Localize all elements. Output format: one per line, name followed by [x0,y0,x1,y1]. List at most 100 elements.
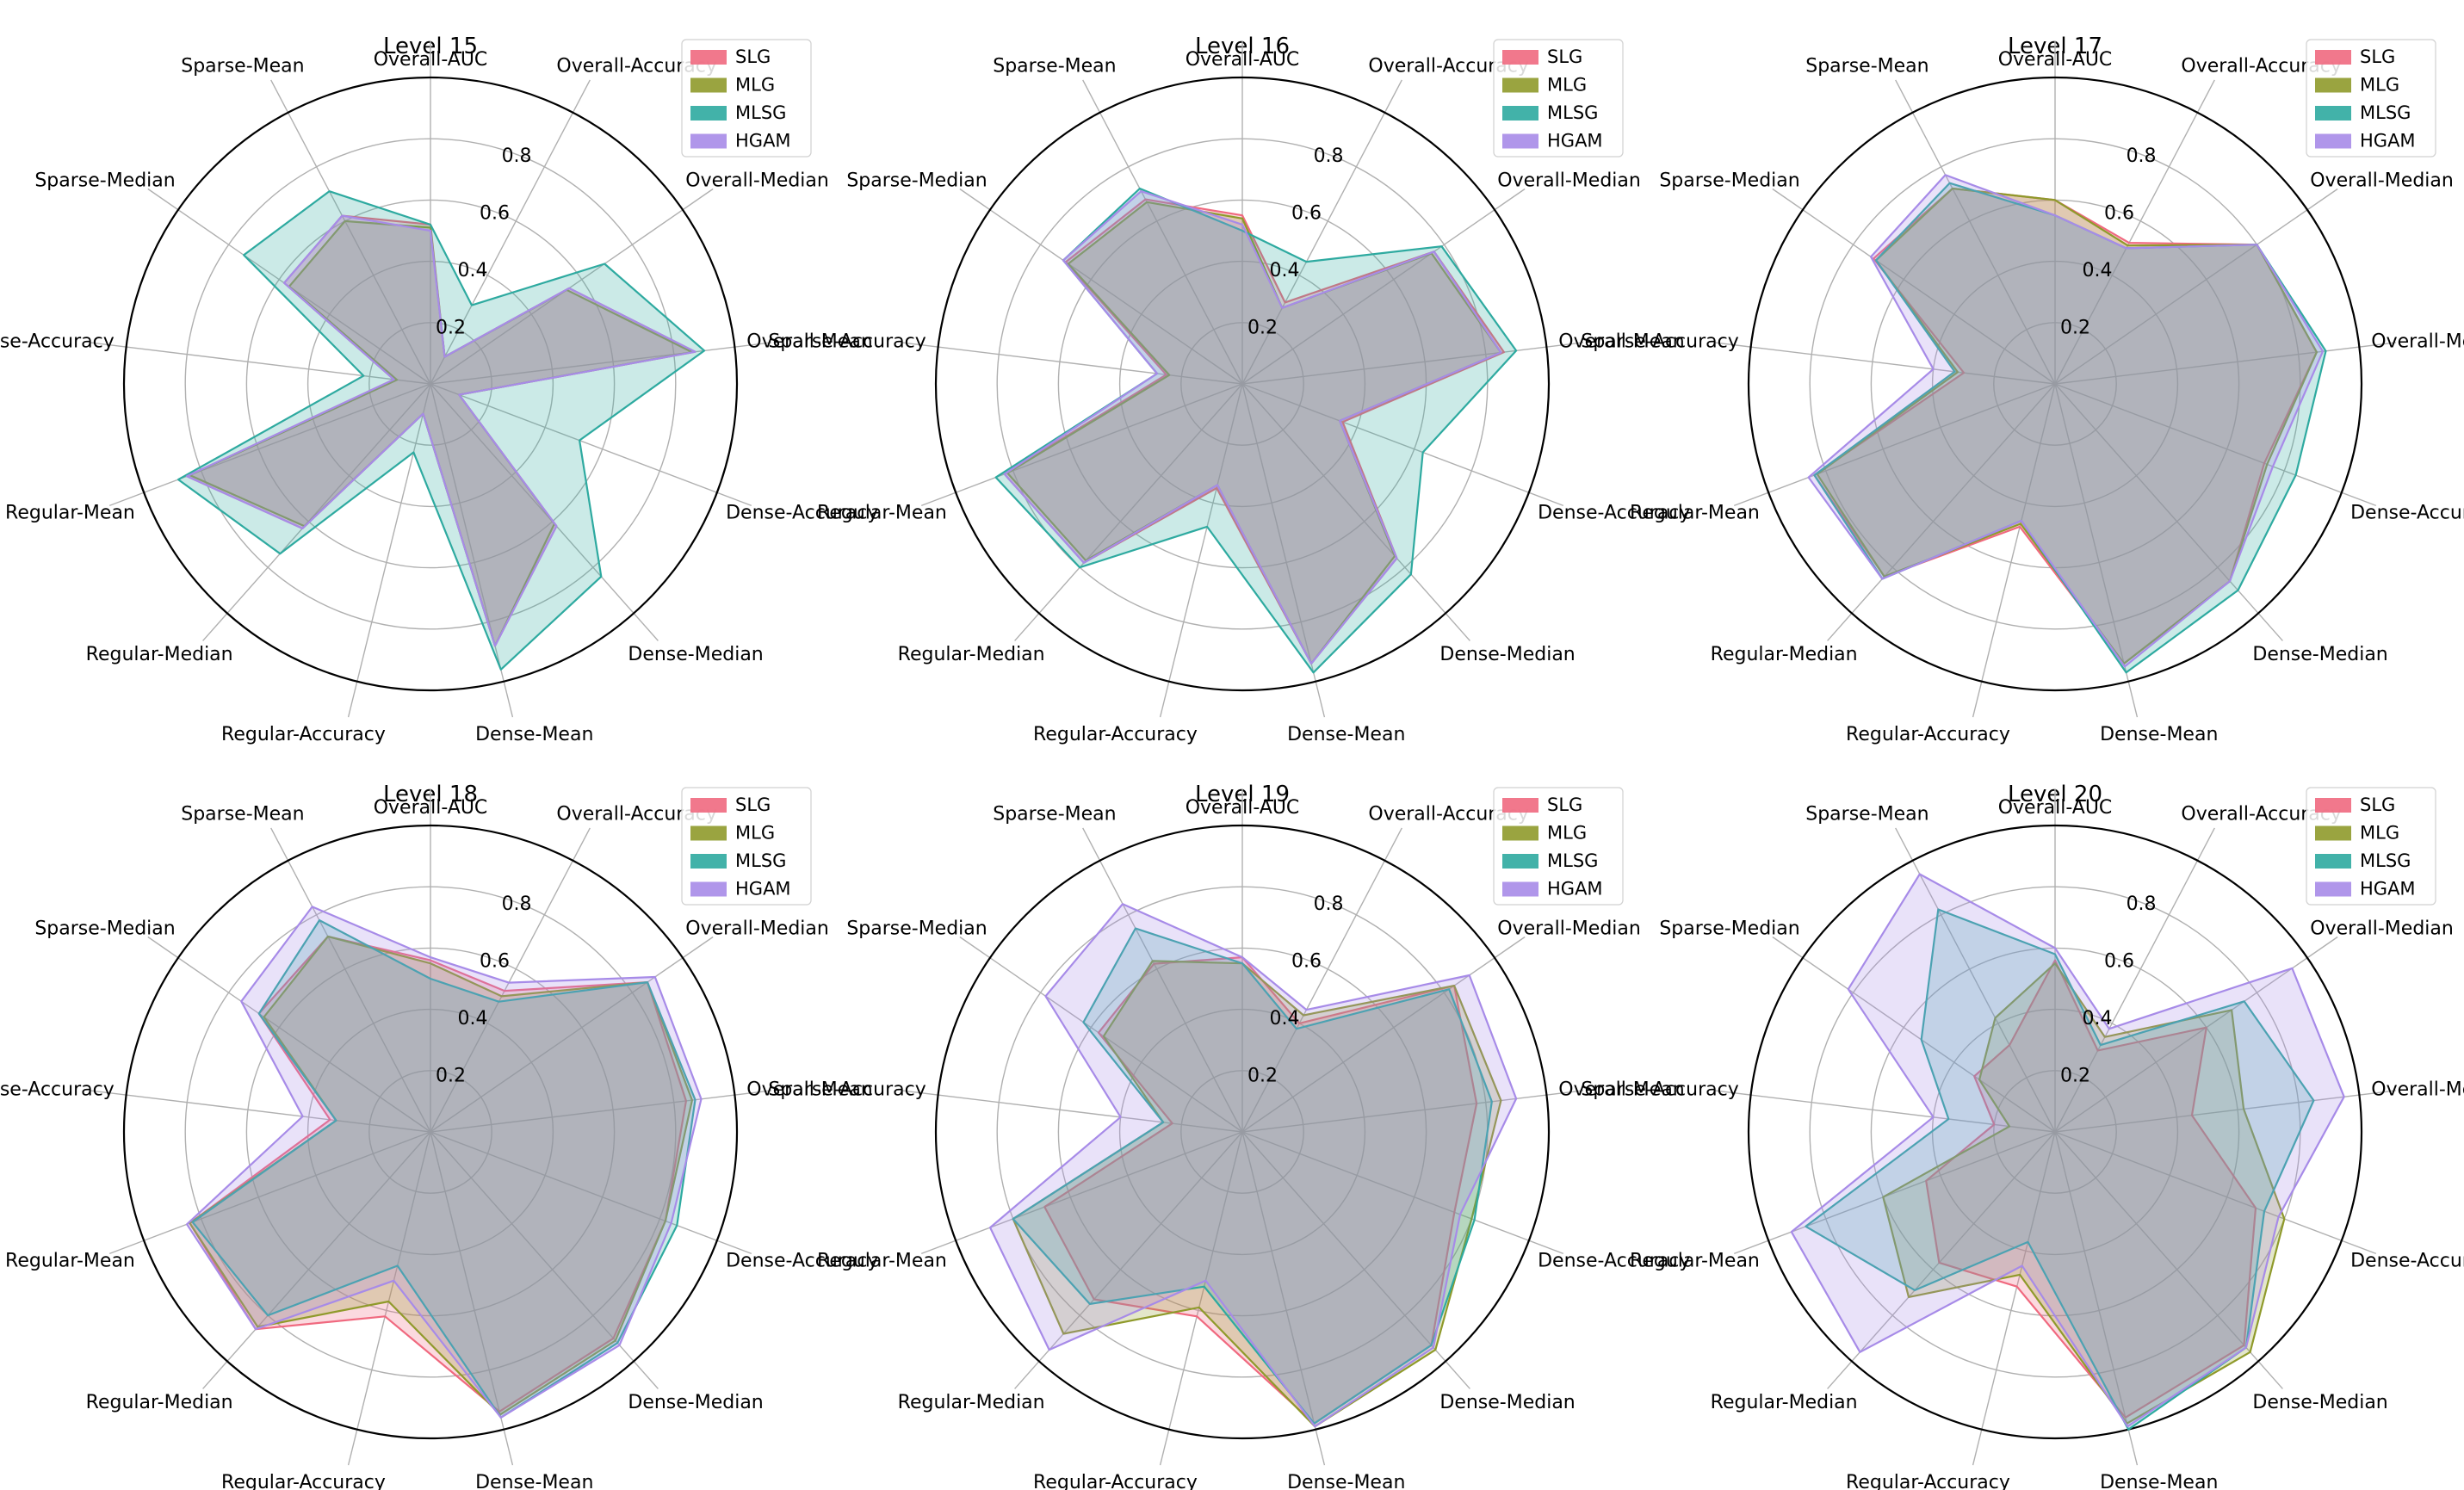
series-area-hgam [1807,174,2325,668]
spoke [1733,383,2056,507]
spoke [202,383,431,641]
axis-label: Regular-Accuracy [1846,724,2010,745]
axis-label: Overall-Median [2310,918,2454,939]
legend-label: SLG [2360,794,2395,815]
legend-swatch-mlsg [2315,106,2351,121]
r-tick-label: 0.6 [1291,951,1322,973]
spoke [1895,827,2056,1133]
spoke [2054,79,2215,385]
spoke [920,1131,1243,1255]
legend-label: SLG [2360,46,2395,67]
axis-label: Regular-Mean [1630,502,1760,523]
series-area-mlsg [1805,908,2315,1431]
legend-swatch-slg [1502,50,1538,65]
axis-label: Dense-Mean [475,724,593,745]
axis-label: Dense-Accuracy [1538,502,1690,523]
axis-label: Dense-Median [1439,644,1575,665]
spoke [1241,827,1402,1133]
spoke [2054,1131,2377,1255]
spoke [2054,1131,2283,1389]
axis-label: Sparse-Mean [181,56,304,77]
axis-label: Regular-Mean [5,1250,135,1271]
legend-swatch-slg [690,50,727,65]
spoke [1241,1131,1470,1389]
series-area-hgam [186,214,696,647]
axis-label: Sparse-Accuracy [1581,1079,1738,1101]
axis-label: Sparse-Median [1659,918,1799,939]
r-tick-label: 0.4 [1270,260,1300,281]
spoke [430,342,771,385]
axis-label: Overall-Median [685,170,829,191]
spoke [1241,342,1583,385]
outer-circle [934,76,1551,692]
series-area-hgam [988,903,1518,1428]
legend-swatch-mlsg [1502,854,1538,869]
r-tick-label: 0.2 [2060,1066,2090,1087]
spoke [1159,383,1243,718]
axis-label: Overall-Mean [2371,331,2464,353]
spoke [430,827,591,1133]
legend-label: MLSG [2360,850,2411,871]
outer-circle [122,824,739,1440]
axis-label: Overall-Median [1497,170,1641,191]
legend-swatch-slg [2315,50,2351,65]
legend-box [2306,787,2436,906]
axis-label: Dense-Median [628,644,763,665]
axis-label: Regular-Accuracy [221,724,386,745]
r-tick-label: 0.2 [436,1066,466,1087]
legend-label: MLSG [1547,850,1598,871]
spoke [430,936,714,1133]
spoke [430,1131,514,1466]
legend-label: MLSG [2360,102,2411,123]
spoke [1827,1131,2056,1389]
spoke [347,383,431,718]
r-tick-label: 0.4 [458,1008,488,1029]
spoke [270,79,431,385]
legend-label: SLG [735,794,771,815]
legend-swatch-slg [690,798,727,813]
spoke [90,1090,431,1133]
axis-label: Sparse-Accuracy [0,1079,115,1101]
spoke [1241,383,1564,507]
axis-label: Regular-Mean [817,1250,947,1271]
spoke [1972,1131,2056,1466]
spoke [2054,1131,2139,1466]
legend-box [1493,39,1624,158]
spoke [1241,383,1470,641]
axis-label: Sparse-Mean [181,804,304,825]
spoke [1082,827,1243,1133]
r-tick-label: 0.8 [502,893,532,915]
r-tick-label: 0.6 [1291,203,1322,225]
outer-circle [934,824,1551,1440]
legend-label: MLSG [735,850,786,871]
axis-label: Dense-Mean [1287,724,1405,745]
legend-label: HGAM [735,879,791,900]
axis-label: Sparse-Median [846,918,987,939]
axis-label: Overall-Median [1497,918,1641,939]
axis-label: Regular-Median [86,1392,233,1413]
axis-label: Overall-AUC [1998,797,2113,819]
axis-label: Overall-Median [685,918,829,939]
axis-label: Dense-Mean [1287,1472,1405,1490]
series-area-hgam [1790,873,2345,1428]
axis-label: Overall-AUC [1998,49,2113,71]
r-tick-label: 0.6 [480,203,510,225]
legend-label: MLG [735,823,775,844]
axis-label: Sparse-Median [34,918,175,939]
axis-label: Regular-Accuracy [1033,724,1198,745]
r-tick-label: 0.6 [480,951,510,973]
spoke [2054,1090,2396,1133]
legend-swatch-mlg [1502,825,1538,841]
r-tick-label: 0.4 [2083,260,2113,281]
spoke [430,383,752,507]
series-area-hgam [1003,190,1502,665]
axis-label: Regular-Accuracy [1033,1472,1198,1490]
legend-swatch-hgam [690,133,727,149]
r-tick-label: 0.2 [436,318,466,339]
spoke [430,1131,752,1255]
axis-label: Regular-Mean [1630,1250,1760,1271]
legend-swatch-hgam [690,881,727,897]
r-tick-label: 0.8 [1314,893,1344,915]
axis-label: Sparse-Median [34,170,175,191]
